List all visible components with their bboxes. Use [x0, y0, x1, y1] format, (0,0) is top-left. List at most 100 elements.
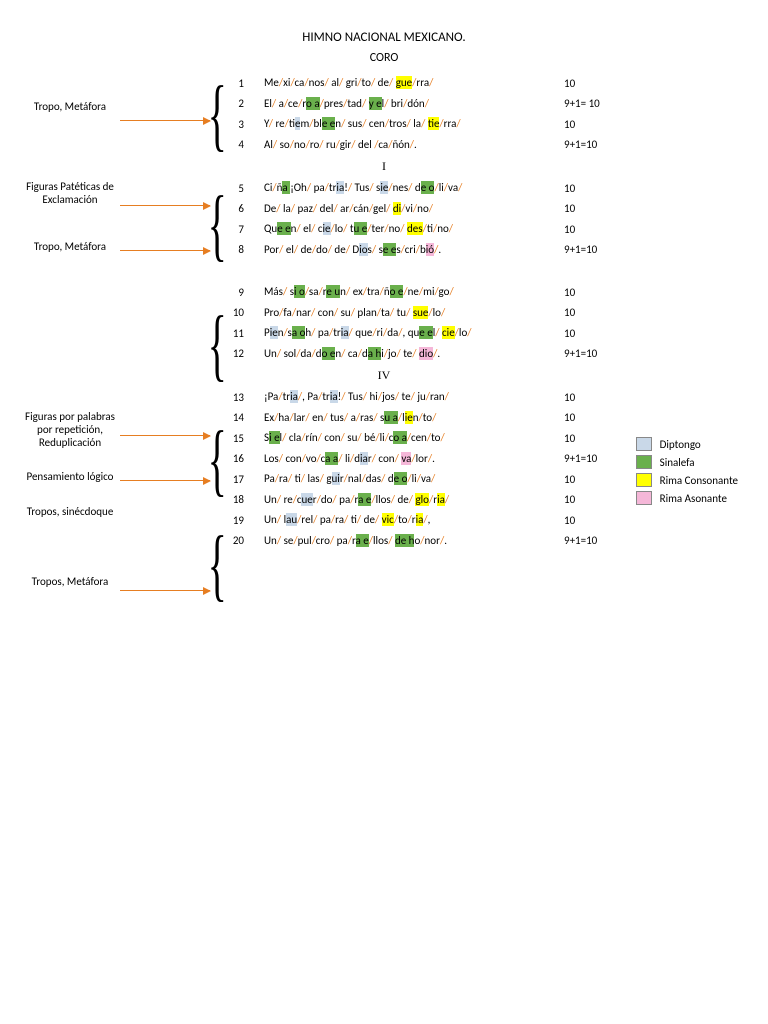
highlight-sin: e o [394, 472, 408, 485]
highlight-sin: e e [383, 243, 396, 256]
highlight-sin: o e [390, 285, 404, 298]
highlight-sin: i e [269, 431, 279, 444]
syllable-separator: / [333, 202, 337, 215]
syllable-separator: / [417, 472, 421, 485]
syllable-separator: / [277, 513, 281, 526]
syllable-separator: / [409, 493, 413, 506]
syllable-separator: / [351, 306, 355, 319]
syllable-separator: / [277, 534, 281, 547]
syllable-separator: / [332, 493, 336, 506]
syllable-separator: / [344, 472, 348, 485]
syllable-separator: / [318, 285, 322, 298]
syllable-separator: / [348, 181, 352, 194]
syllable-separator: / [375, 513, 379, 526]
legend: Diptongo Sinalefa Rima Consonante Rima A… [636, 433, 738, 509]
syllable-count: 10 [564, 391, 624, 404]
syllable-separator: / [411, 390, 415, 403]
syllable-separator: / [383, 326, 387, 339]
verse-text: Ci/ña ¡Oh/ pa/tria!/ Tus/ sie/nes/ de o/… [264, 180, 544, 197]
syllable-separator: / [407, 513, 411, 526]
syllable-separator: / [371, 76, 375, 89]
line-number: 16 [220, 452, 244, 465]
syllable-separator: / [318, 390, 322, 403]
syllable-separator: / [403, 97, 407, 110]
syllable-separator: / [323, 411, 327, 424]
verse-line: 10Pro/fa/nar/ con/ su/ plan/ta/ tu/ sue/… [20, 305, 748, 322]
syllable-separator: / [455, 326, 459, 339]
highlight-sin: a e [358, 493, 371, 506]
highlight-con: tie [428, 117, 440, 130]
syllable-separator: / [312, 534, 316, 547]
verse-line: 2El/ a/ce/ro a/pres/tad/ y el/ bri/dón/9… [20, 96, 748, 113]
syllable-separator: / [317, 452, 321, 465]
syllable-separator: / [362, 117, 366, 130]
syllable-separator: / [369, 181, 373, 194]
verse-text: Un/ lau/rel/ pa/ra/ ti/ de/ vic/to/ria/, [264, 512, 544, 529]
syllable-separator: / [357, 431, 361, 444]
syllable-separator: / [400, 222, 404, 235]
highlight-sin: a [282, 181, 290, 194]
syllable-separator: / [375, 431, 379, 444]
verse-line: 1Me/xi/ca/nos/ al/ gri/to/ de/ gue/rra/1… [20, 75, 748, 92]
syllable-separator: / [328, 243, 332, 256]
syllable-separator: / [278, 390, 282, 403]
legend-item: Rima Consonante [636, 473, 738, 487]
document-subtitle: CORO [20, 51, 748, 65]
syllable-separator: / [434, 243, 438, 256]
highlight-sin: e e [322, 117, 335, 130]
legend-swatch [636, 473, 652, 487]
highlight-sin: y e [369, 97, 382, 110]
syllable-separator: / [293, 534, 297, 547]
line-number: 1 [220, 77, 244, 90]
verse-text: De/ la/ paz/ del/ ar/cán/gel/ di/vi/no/ [264, 201, 544, 218]
line-number: 11 [220, 327, 244, 340]
syllable-separator: / [344, 513, 348, 526]
line-number: 4 [220, 138, 244, 151]
syllable-separator: / [467, 326, 471, 339]
syllable-count: 10 [564, 306, 624, 319]
highlight-sin: u e [354, 222, 368, 235]
arrow-icon [120, 590, 210, 591]
syllable-separator: / [384, 347, 388, 360]
syllable-separator: / [396, 347, 400, 360]
highlight-sin: u a [384, 411, 398, 424]
syllable-separator: / [440, 534, 444, 547]
legend-swatch [636, 455, 652, 469]
syllable-separator: / [418, 411, 422, 424]
syllable-separator: / [429, 202, 433, 215]
syllable-separator: / [311, 326, 315, 339]
syllable-separator: / [429, 76, 433, 89]
syllable-count: 10 [564, 182, 624, 195]
syllable-separator: / [348, 534, 352, 547]
verse-line: 19Un/ lau/rel/ pa/ra/ ti/ de/ vic/to/ria… [20, 512, 748, 529]
syllable-separator: / [398, 411, 402, 424]
line-number: 9 [220, 286, 244, 299]
verse-text: Los/ con/vo/ca a/ li/diar/ con/ va/lor/. [264, 451, 544, 468]
verse-line: 6 De/ la/ paz/ del/ ar/cán/gel/ di/vi/no/… [20, 201, 748, 218]
line-number: 5 [220, 182, 244, 195]
syllable-separator: / [428, 306, 432, 319]
verse-line: 4Al/ so/no/ro/ ru/gir/ del /ca/ñón/.9+1=… [20, 137, 748, 154]
line-number: 18 [220, 493, 244, 506]
line-number: 13 [220, 391, 244, 404]
syllable-separator: / [283, 326, 287, 339]
syllable-separator: / [412, 347, 416, 360]
syllable-separator: / [445, 390, 449, 403]
syllable-separator: / [272, 97, 276, 110]
syllable-separator: / [371, 493, 375, 506]
syllable-separator: / [297, 513, 301, 526]
syllable-separator: / [307, 181, 311, 194]
line-number: 17 [220, 473, 244, 486]
syllable-separator: / [306, 138, 310, 151]
syllable-separator: / [292, 306, 296, 319]
highlight-con: cie [442, 326, 455, 339]
line-number: 6 [220, 202, 244, 215]
syllable-separator: / [320, 472, 324, 485]
syllable-separator: / [357, 76, 361, 89]
legend-swatch [636, 491, 652, 505]
syllable-separator: / [425, 97, 429, 110]
highlight-dip: ia [290, 390, 298, 403]
verse-text: Que en/ el/ cie/lo/ tu e/ter/no/ des/ti/… [264, 221, 544, 238]
syllable-separator: / [319, 138, 323, 151]
syllable-separator: / [275, 472, 279, 485]
